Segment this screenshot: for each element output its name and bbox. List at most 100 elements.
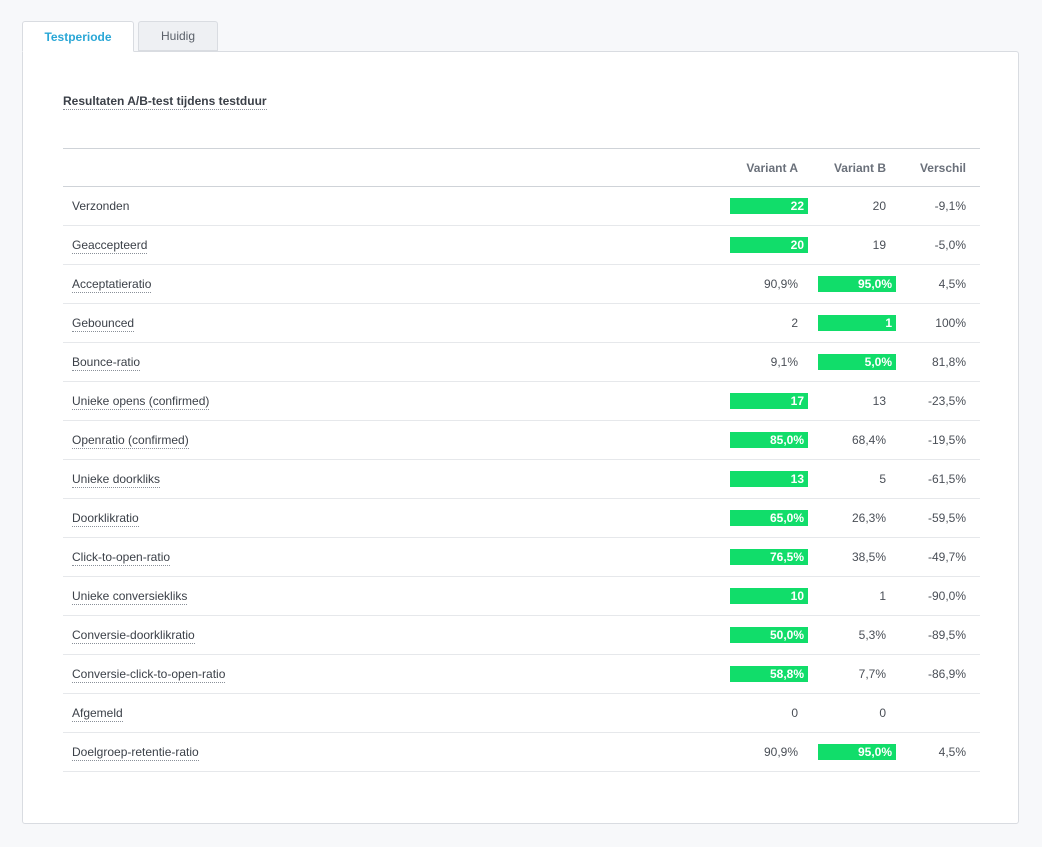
ab-results-table: Variant A Variant B Verschil Verzonden 22… (63, 148, 980, 772)
metric-cell: Conversie-doorklikratio (63, 615, 730, 655)
table-body: Verzonden 22 20 -9,1% Geaccepteerd 20 19 -5,0% A… (63, 186, 980, 772)
metric-label[interactable]: Afgemeld (72, 706, 123, 722)
metric-label[interactable]: Unieke conversiekliks (72, 589, 188, 605)
variant-a-value: 9,1% (770, 355, 798, 369)
results-panel: Resultaten A/B-test tijdens testduur Var… (22, 51, 1019, 824)
metric-label[interactable]: Bounce-ratio (72, 355, 141, 371)
variant-b-cell: 19 (812, 225, 900, 265)
table-row: Unieke doorkliks 13 5 -61,5% (63, 459, 980, 499)
verschil-value: -86,9% (900, 654, 980, 694)
header-variant-a: Variant A (730, 148, 812, 187)
variant-b-cell: 7,7% (812, 654, 900, 694)
variant-a-cell: 58,8% (730, 654, 812, 694)
variant-b-value: 13 (872, 394, 886, 408)
metric-label[interactable]: Doorklikratio (72, 511, 139, 527)
variant-a-winner-value: 22 (730, 198, 808, 214)
verschil-value (900, 693, 980, 733)
variant-b-cell: 68,4% (812, 420, 900, 460)
variant-b-cell: 95,0% (812, 264, 900, 304)
verschil-value: -61,5% (900, 459, 980, 499)
variant-b-cell: 1 (812, 576, 900, 616)
table-row: Openratio (confirmed) 85,0% 68,4% -19,5% (63, 420, 980, 460)
variant-a-winner-value: 20 (730, 237, 808, 253)
variant-a-cell: 2 (730, 303, 812, 343)
metric-label[interactable]: Gebounced (72, 316, 135, 332)
verschil-value: -19,5% (900, 420, 980, 460)
variant-a-winner-value: 13 (730, 471, 808, 487)
metric-cell: Afgemeld (63, 693, 730, 733)
variant-b-cell: 26,3% (812, 498, 900, 538)
verschil-value: 81,8% (900, 342, 980, 382)
variant-a-cell: 22 (730, 186, 812, 226)
metric-label[interactable]: Openratio (confirmed) (72, 433, 189, 449)
metric-cell: Unieke doorkliks (63, 459, 730, 499)
variant-b-value: 0 (879, 706, 886, 720)
variant-a-winner-value: 17 (730, 393, 808, 409)
variant-a-cell: 85,0% (730, 420, 812, 460)
variant-a-cell: 20 (730, 225, 812, 265)
variant-b-winner-value: 5,0% (818, 354, 896, 370)
table-row: Bounce-ratio 9,1% 5,0% 81,8% (63, 342, 980, 382)
verschil-value: 4,5% (900, 264, 980, 304)
variant-a-cell: 50,0% (730, 615, 812, 655)
metric-cell: Acceptatieratio (63, 264, 730, 304)
variant-b-cell: 38,5% (812, 537, 900, 577)
variant-b-value: 68,4% (851, 433, 886, 447)
variant-b-cell: 5,0% (812, 342, 900, 382)
metric-label[interactable]: Conversie-click-to-open-ratio (72, 667, 226, 683)
variant-b-cell: 0 (812, 693, 900, 733)
section-title: Resultaten A/B-test tijdens testduur (63, 94, 267, 110)
variant-b-cell: 5,3% (812, 615, 900, 655)
variant-b-value: 7,7% (858, 667, 886, 681)
table-row: Gebounced 2 1 100% (63, 303, 980, 343)
verschil-value: 4,5% (900, 732, 980, 772)
variant-a-winner-value: 85,0% (730, 432, 808, 448)
header-variant-b: Variant B (812, 148, 900, 187)
table-row: Conversie-click-to-open-ratio 58,8% 7,7% -8… (63, 654, 980, 694)
variant-a-cell: 65,0% (730, 498, 812, 538)
variant-a-cell: 10 (730, 576, 812, 616)
metric-cell: Geaccepteerd (63, 225, 730, 265)
metric-cell: Conversie-click-to-open-ratio (63, 654, 730, 694)
variant-b-value: 1 (879, 589, 886, 603)
metric-label[interactable]: Acceptatieratio (72, 277, 152, 293)
variant-a-value: 90,9% (763, 277, 798, 291)
metric-label[interactable]: Unieke doorkliks (72, 472, 161, 488)
variant-b-value: 19 (872, 238, 886, 252)
tab-huidig[interactable]: Huidig (138, 21, 218, 51)
metric-label[interactable]: Unieke opens (confirmed) (72, 394, 210, 410)
variant-b-cell: 5 (812, 459, 900, 499)
metric-label[interactable]: Click-to-open-ratio (72, 550, 171, 566)
metric-cell: Bounce-ratio (63, 342, 730, 382)
verschil-value: -59,5% (900, 498, 980, 538)
variant-a-value: 0 (791, 706, 798, 720)
metric-cell: Verzonden (63, 186, 730, 226)
variant-a-cell: 9,1% (730, 342, 812, 382)
table-row: Doorklikratio 65,0% 26,3% -59,5% (63, 498, 980, 538)
metric-label[interactable]: Geaccepteerd (72, 238, 148, 254)
variant-b-cell: 20 (812, 186, 900, 226)
variant-b-value: 5,3% (858, 628, 886, 642)
metric-label[interactable]: Conversie-doorklikratio (72, 628, 195, 644)
variant-a-winner-value: 65,0% (730, 510, 808, 526)
tab-testperiode[interactable]: Testperiode (22, 21, 134, 52)
variant-b-value: 26,3% (851, 511, 886, 525)
metric-cell: Gebounced (63, 303, 730, 343)
variant-a-value: 90,9% (763, 745, 798, 759)
verschil-value: -90,0% (900, 576, 980, 616)
variant-a-cell: 0 (730, 693, 812, 733)
variant-a-cell: 90,9% (730, 732, 812, 772)
variant-a-cell: 17 (730, 381, 812, 421)
metric-cell: Click-to-open-ratio (63, 537, 730, 577)
variant-b-value: 38,5% (851, 550, 886, 564)
verschil-value: -9,1% (900, 186, 980, 226)
variant-a-winner-value: 58,8% (730, 666, 808, 682)
variant-a-winner-value: 50,0% (730, 627, 808, 643)
variant-b-value: 20 (872, 199, 886, 213)
table-header-row: Variant A Variant B Verschil (63, 148, 980, 187)
metric-cell: Unieke opens (confirmed) (63, 381, 730, 421)
tab-bar: Testperiode Huidig (22, 21, 218, 52)
table-row: Acceptatieratio 90,9% 95,0% 4,5% (63, 264, 980, 304)
header-metric (63, 148, 730, 187)
metric-label[interactable]: Doelgroep-retentie-ratio (72, 745, 199, 761)
